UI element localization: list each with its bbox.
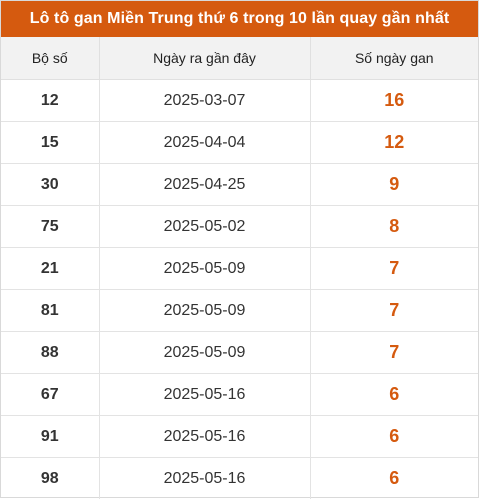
cell-number: 98	[1, 458, 99, 499]
cell-number: 91	[1, 416, 99, 458]
cell-date: 2025-05-09	[99, 290, 310, 332]
cell-number: 21	[1, 248, 99, 290]
cell-days: 12	[310, 122, 478, 164]
panel-title: Lô tô gan Miền Trung thứ 6 trong 10 lần …	[1, 1, 478, 37]
table-row: 88 2025-05-09 7	[1, 332, 478, 374]
cell-number: 81	[1, 290, 99, 332]
cell-days: 9	[310, 164, 478, 206]
cell-date: 2025-05-16	[99, 458, 310, 499]
header-row: Bộ số Ngày ra gần đây Số ngày gan	[1, 37, 478, 80]
column-header-number: Bộ số	[1, 37, 99, 80]
table-row: 21 2025-05-09 7	[1, 248, 478, 290]
cell-number: 12	[1, 80, 99, 122]
cell-days: 6	[310, 416, 478, 458]
cell-number: 67	[1, 374, 99, 416]
table-row: 12 2025-03-07 16	[1, 80, 478, 122]
table-row: 30 2025-04-25 9	[1, 164, 478, 206]
cell-days: 6	[310, 374, 478, 416]
column-header-days: Số ngày gan	[310, 37, 478, 80]
cell-date: 2025-05-02	[99, 206, 310, 248]
cell-date: 2025-05-16	[99, 374, 310, 416]
cell-date: 2025-03-07	[99, 80, 310, 122]
cell-days: 7	[310, 332, 478, 374]
cell-number: 30	[1, 164, 99, 206]
cell-date: 2025-05-16	[99, 416, 310, 458]
table-row: 91 2025-05-16 6	[1, 416, 478, 458]
cell-number: 88	[1, 332, 99, 374]
table-header: Bộ số Ngày ra gần đây Số ngày gan	[1, 37, 478, 80]
cell-days: 7	[310, 248, 478, 290]
table-body: 12 2025-03-07 16 15 2025-04-04 12 30 202…	[1, 80, 478, 499]
cell-number: 15	[1, 122, 99, 164]
cell-days: 6	[310, 458, 478, 499]
cell-date: 2025-05-09	[99, 332, 310, 374]
cell-days: 7	[310, 290, 478, 332]
table-row: 67 2025-05-16 6	[1, 374, 478, 416]
cell-date: 2025-04-25	[99, 164, 310, 206]
table-row: 15 2025-04-04 12	[1, 122, 478, 164]
cell-number: 75	[1, 206, 99, 248]
cell-days: 16	[310, 80, 478, 122]
column-header-last-date: Ngày ra gần đây	[99, 37, 310, 80]
cell-date: 2025-05-09	[99, 248, 310, 290]
cell-date: 2025-04-04	[99, 122, 310, 164]
table-row: 98 2025-05-16 6	[1, 458, 478, 499]
lo-gan-table: Bộ số Ngày ra gần đây Số ngày gan 12 202…	[1, 37, 478, 499]
table-row: 81 2025-05-09 7	[1, 290, 478, 332]
cell-days: 8	[310, 206, 478, 248]
table-row: 75 2025-05-02 8	[1, 206, 478, 248]
